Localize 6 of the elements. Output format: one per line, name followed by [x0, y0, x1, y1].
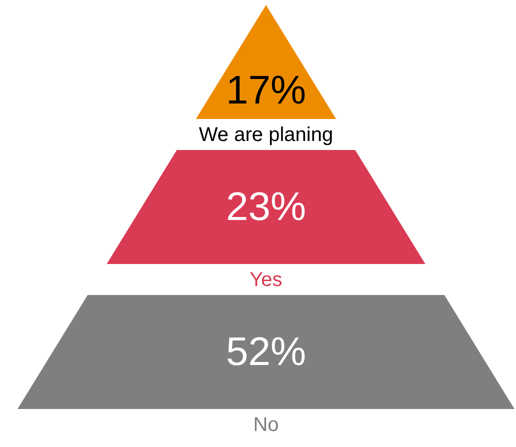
category-label: We are planing [198, 124, 334, 146]
data-label: 52% [226, 330, 306, 374]
category-label: Yes [250, 269, 282, 291]
category-label: No [253, 414, 279, 436]
data-label: 23% [226, 185, 306, 229]
data-label: 17% [226, 68, 306, 112]
